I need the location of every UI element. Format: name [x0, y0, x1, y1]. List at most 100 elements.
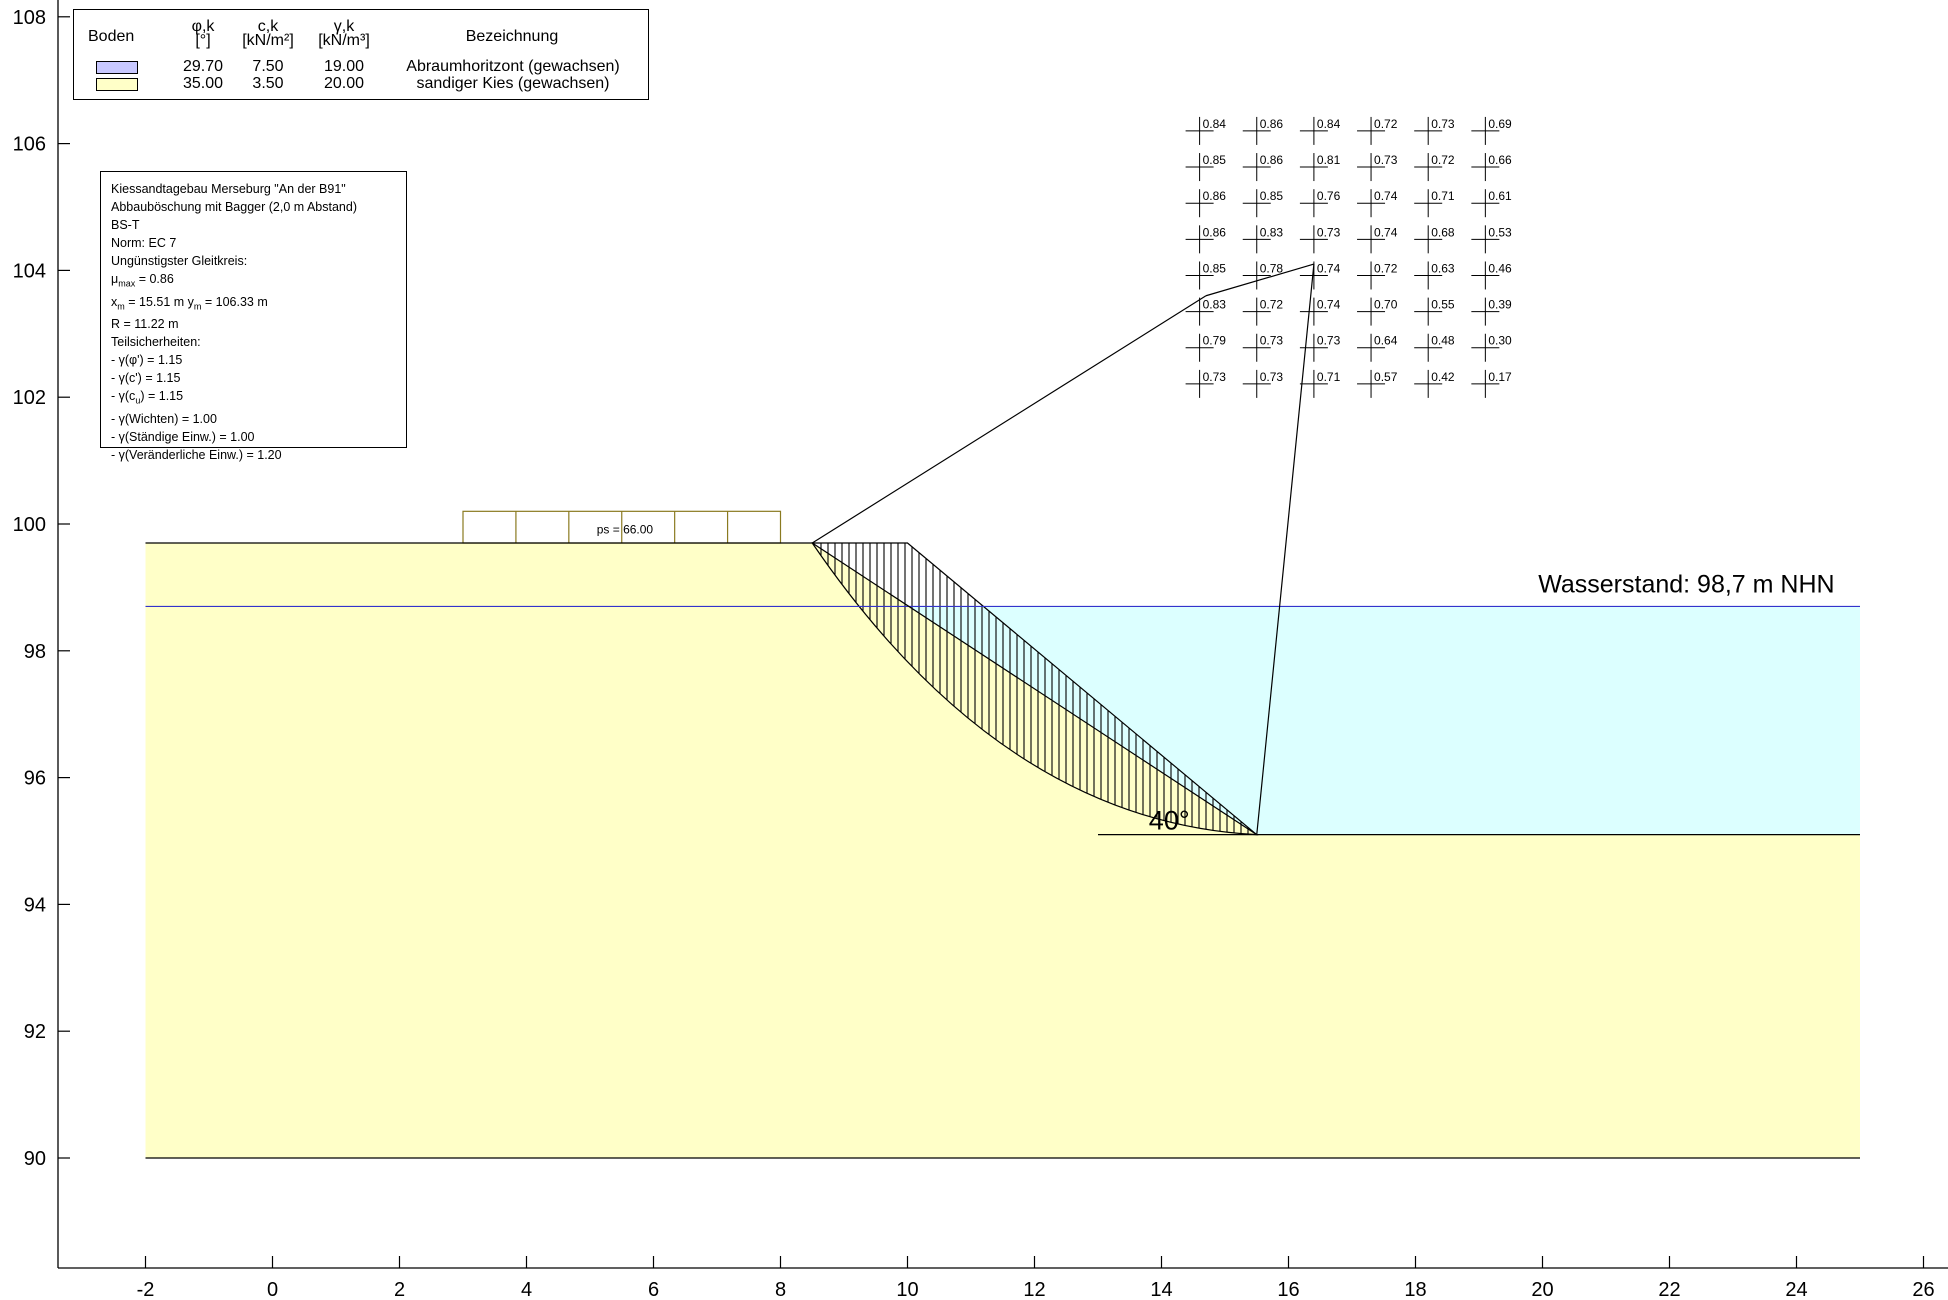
utilization-value: 0.73 — [1260, 370, 1284, 384]
utilization-value: 0.84 — [1203, 117, 1227, 131]
utilization-value: 0.86 — [1260, 117, 1284, 131]
surcharge-load-label: ps = 66.00 — [597, 523, 654, 537]
info-gamma-permanent: - γ(Ständige Einw.) = 1.00 — [111, 429, 255, 444]
y-tick-label: 100 — [13, 514, 46, 536]
utilization-value: 0.64 — [1374, 334, 1398, 348]
utilization-value: 0.79 — [1203, 334, 1227, 348]
x-tick-label: 10 — [896, 1279, 918, 1300]
utilization-value: 0.74 — [1317, 261, 1341, 275]
x-tick-label: 22 — [1658, 1279, 1680, 1300]
soil-and-water-layer — [145, 542, 1860, 1158]
x-tick-label: 24 — [1785, 1279, 1807, 1300]
utilization-value: 0.74 — [1317, 298, 1341, 312]
water-level-label: Wasserstand: 98,7 m NHN — [1538, 570, 1834, 598]
utilization-value: 0.86 — [1260, 153, 1284, 167]
utilization-value: 0.17 — [1488, 370, 1512, 384]
legend-header-gamma: γ,k [kN/m³] — [318, 18, 370, 49]
utilization-value: 0.72 — [1374, 117, 1398, 131]
x-tick-label: 16 — [1277, 1279, 1299, 1300]
y-tick-label: 106 — [13, 134, 46, 156]
utilization-value: 0.73 — [1317, 334, 1341, 348]
legend-header-name: Bezeichnung — [465, 28, 559, 45]
legend-name-1: Abraumhoritzont (gewachsen) — [406, 58, 620, 75]
y-tick-label: 108 — [13, 7, 46, 29]
y-tick-label: 104 — [13, 260, 46, 282]
utilization-value: 0.42 — [1431, 370, 1455, 384]
utilization-value: 0.66 — [1488, 153, 1512, 167]
soil-body — [145, 543, 1860, 1158]
utilization-value: 0.48 — [1431, 334, 1455, 348]
utilization-value: 0.72 — [1260, 298, 1284, 312]
info-partial-factors: Teilsicherheiten: — [111, 335, 201, 349]
x-tick-label: -2 — [137, 1279, 155, 1300]
geometry-lines — [145, 263, 1860, 1159]
info-gamma-cu: - γ(cu) = 1.15 — [111, 389, 184, 406]
legend-header-soil: Boden — [88, 28, 135, 45]
y-tick-label: 98 — [24, 641, 46, 663]
info-gamma-c: - γ(c') = 1.15 — [111, 371, 181, 385]
info-gamma-phi: - γ(φ') = 1.15 — [111, 353, 183, 367]
utilization-value: 0.85 — [1203, 261, 1227, 275]
x-tick-label: 0 — [267, 1279, 278, 1300]
x-tick-label: 12 — [1023, 1279, 1045, 1300]
slope-angle-label: 40° — [1149, 806, 1190, 836]
utilization-grid: 0.84 0.86 0.84 0.72 0.73 0.69 0.85 0.86 0.81 0.73… — [1185, 116, 1512, 398]
y-tick-label: 92 — [24, 1021, 46, 1043]
utilization-value: 0.85 — [1260, 189, 1284, 203]
utilization-value: 0.39 — [1488, 298, 1512, 312]
legend-name-2: sandiger Kies (gewachsen) — [416, 75, 610, 92]
utilization-value: 0.72 — [1374, 261, 1398, 275]
utilization-value: 0.74 — [1374, 189, 1398, 203]
info-critical-circle: Ungünstigster Gleitkreis: — [111, 254, 248, 268]
utilization-value: 0.84 — [1317, 117, 1341, 131]
utilization-value: 0.70 — [1374, 298, 1398, 312]
x-tick-label: 20 — [1531, 1279, 1553, 1300]
utilization-value: 0.83 — [1203, 298, 1227, 312]
utilization-value: 0.73 — [1374, 153, 1398, 167]
y-tick-label: 90 — [24, 1148, 46, 1170]
utilization-value: 0.81 — [1317, 153, 1341, 167]
info-gamma-weight: - γ(Wichten) = 1.00 — [111, 411, 217, 426]
legend-swatch-1 — [96, 61, 138, 74]
utilization-value: 0.68 — [1431, 225, 1455, 239]
legend-phi-1: 29.70 — [182, 58, 224, 75]
utilization-value: 0.73 — [1317, 225, 1341, 239]
slip-radius-line — [1205, 263, 1315, 297]
info-case: Abbauböschung mit Bagger (2,0 m Abstand) — [111, 200, 357, 214]
utilization-value: 0.69 — [1488, 117, 1512, 131]
info-section: BS-T — [111, 218, 140, 232]
utilization-value: 0.72 — [1431, 153, 1455, 167]
info-norm: Norm: EC 7 — [111, 236, 177, 250]
legend-phi-2: 35.00 — [182, 75, 224, 92]
utilization-value: 0.30 — [1488, 334, 1512, 348]
x-tick-label: 18 — [1404, 1279, 1426, 1300]
utilization-value: 0.55 — [1431, 298, 1455, 312]
utilization-value: 0.74 — [1374, 225, 1398, 239]
slip-radius-line — [1256, 264, 1315, 835]
info-project: Kiessandtagebau Merseburg "An der B91" — [111, 182, 346, 196]
y-tick-label: 102 — [13, 387, 46, 409]
utilization-value: 0.86 — [1203, 225, 1227, 239]
x-tick-label: 6 — [648, 1279, 659, 1300]
utilization-value: 0.61 — [1488, 189, 1512, 203]
x-tick-label: 2 — [394, 1279, 405, 1300]
legend-gamma-1: 19.00 — [323, 58, 365, 75]
x-tick-label: 26 — [1912, 1279, 1934, 1300]
legend-header-c: c,k [kN/m²] — [242, 18, 294, 49]
terrain-surface — [145, 542, 1860, 836]
axes: -2 0 2 4 6 8 10 12 14 16 18 20 22 24 26108106104102100… — [13, 0, 1948, 1300]
water-body — [908, 606, 1860, 835]
utilization-value: 0.53 — [1488, 225, 1512, 239]
utilization-value: 0.85 — [1203, 153, 1227, 167]
legend-header-phi: φ,k [°] — [191, 18, 215, 49]
utilization-value: 0.73 — [1431, 117, 1455, 131]
utilization-value: 0.86 — [1203, 189, 1227, 203]
utilization-value: 0.73 — [1203, 370, 1227, 384]
legend-swatch-2 — [96, 78, 138, 91]
utilization-value: 0.57 — [1374, 370, 1398, 384]
info-mu-max: μmax = 0.86 — [111, 272, 174, 289]
info-radius: R = 11.22 m — [111, 317, 179, 331]
soil-legend: Boden φ,k [°] c,k [kN/m²] γ,k [kN/m³] Bezei… — [73, 9, 649, 100]
utilization-value: 0.63 — [1431, 261, 1455, 275]
